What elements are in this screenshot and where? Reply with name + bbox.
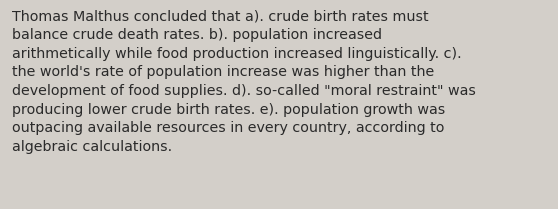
Text: Thomas Malthus concluded that a). crude birth rates must
balance crude death rat: Thomas Malthus concluded that a). crude … <box>12 9 476 154</box>
